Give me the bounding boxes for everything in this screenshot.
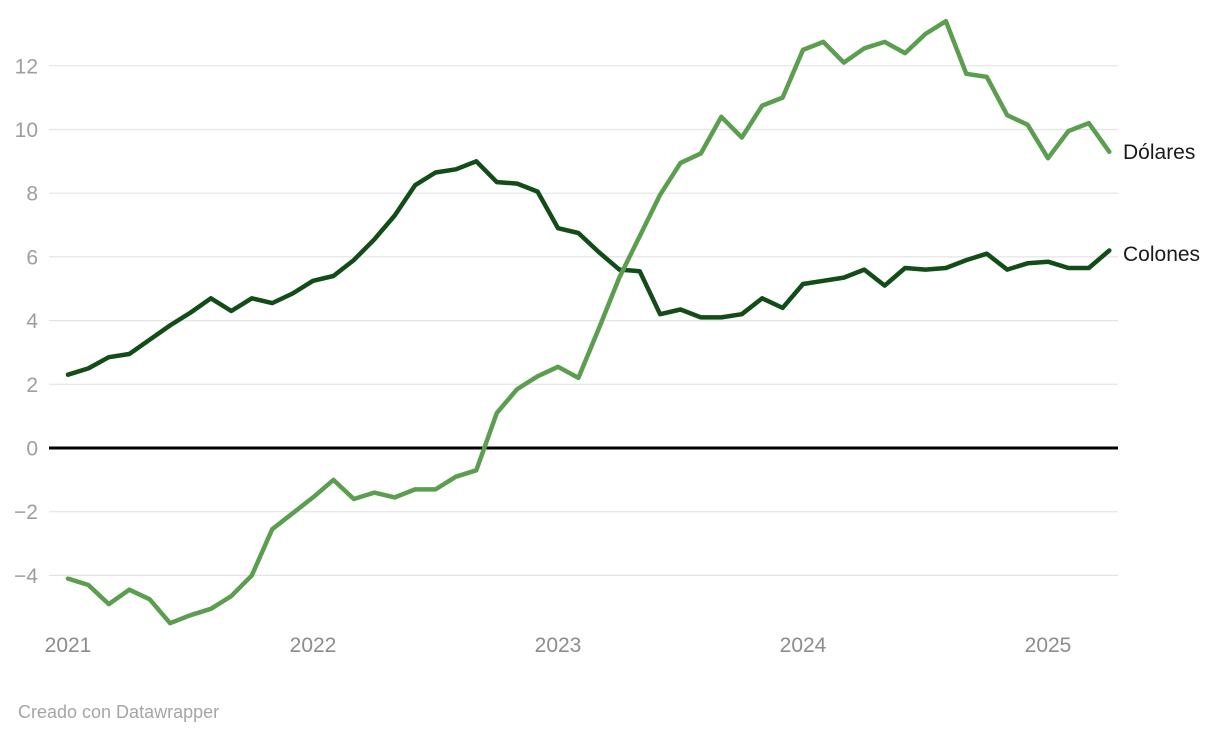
colones-line bbox=[65, 159, 1112, 377]
series-label-dolares: Dólares bbox=[1123, 141, 1195, 164]
y-tick-label: −2 bbox=[14, 501, 38, 524]
y-tick-label: 8 bbox=[26, 183, 38, 206]
y-tick-label: 10 bbox=[15, 119, 38, 142]
y-tick-label: 6 bbox=[26, 246, 38, 269]
dolares-line bbox=[65, 18, 1112, 626]
y-tick-label: 2 bbox=[26, 374, 38, 397]
x-tick-label: 2022 bbox=[290, 634, 337, 657]
x-tick-label: 2021 bbox=[45, 634, 92, 657]
series-lines-layer bbox=[65, 18, 1112, 626]
datawrapper-attribution: Creado con Datawrapper bbox=[18, 702, 220, 722]
x-tick-label: 2025 bbox=[1025, 634, 1072, 657]
y-tick-label: 12 bbox=[15, 55, 38, 78]
y-tick-label: 4 bbox=[26, 310, 38, 333]
series-label-colones: Colones bbox=[1123, 243, 1200, 266]
gridline-layer bbox=[49, 65, 1118, 577]
x-tick-label: 2024 bbox=[780, 634, 827, 657]
y-tick-label: −4 bbox=[14, 565, 38, 588]
y-tick-label: 0 bbox=[26, 438, 38, 461]
x-tick-label: 2023 bbox=[535, 634, 582, 657]
x-axis-tick-labels: 2021 2022 2023 2024 2025 bbox=[45, 634, 1072, 657]
y-axis-tick-labels: −4 −2 0 2 4 6 8 10 12 bbox=[14, 55, 38, 588]
